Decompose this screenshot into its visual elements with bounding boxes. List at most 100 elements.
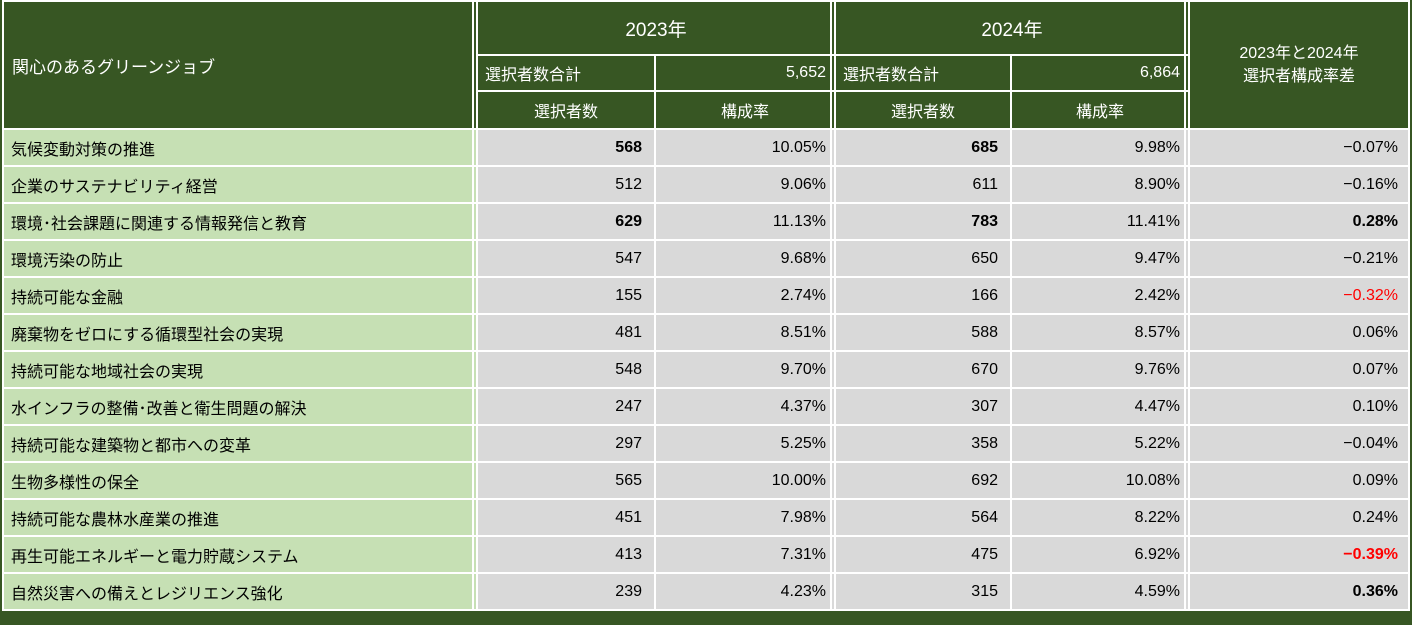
pct-2023-cell: 7.31% [656,537,834,572]
pct-2023-cell: 4.23% [656,574,834,609]
count-2024-cell: 783 [836,204,1010,239]
count-2024-cell: 358 [836,426,1010,461]
pct-2024-cell: 10.08% [1012,463,1188,498]
pct-2023-cell: 9.06% [656,167,834,202]
table-row: 気候変動対策の推進 568 10.05% 685 9.98% −0.07% [4,130,1408,165]
count-2024-cell: 315 [836,574,1010,609]
count-2024-cell: 611 [836,167,1010,202]
row-label: 持続可能な金融 [4,278,476,313]
count-2023-cell: 297 [478,426,654,461]
pct-2023-cell: 7.98% [656,500,834,535]
count-2024-cell: 670 [836,352,1010,387]
green-jobs-table: 関心のあるグリーンジョブ 2023年 2024年 2023年と2024年 選択者… [2,0,1410,611]
diff-cell: 0.07% [1190,352,1408,387]
count-2023-cell: 481 [478,315,654,350]
row-label: 自然災害への備えとレジリエンス強化 [4,574,476,609]
pct-2024-cell: 8.22% [1012,500,1188,535]
pct-2024-cell: 6.92% [1012,537,1188,572]
pct-2023-cell: 11.13% [656,204,834,239]
pct-2023-cell: 4.37% [656,389,834,424]
table-row: 環境汚染の防止 547 9.68% 650 9.47% −0.21% [4,241,1408,276]
count-2024-cell: 475 [836,537,1010,572]
count-2023-cell: 451 [478,500,654,535]
diff-cell: 0.10% [1190,389,1408,424]
diff-cell: 0.06% [1190,315,1408,350]
diff-cell: −0.04% [1190,426,1408,461]
count-2023-cell: 155 [478,278,654,313]
table-row: 持続可能な農林水産業の推進 451 7.98% 564 8.22% 0.24% [4,500,1408,535]
count-header-2023: 選択者数 [478,92,654,128]
bottom-bar [2,611,1410,625]
pct-2024-cell: 5.22% [1012,426,1188,461]
table-row: 企業のサステナビリティ経営 512 9.06% 611 8.90% −0.16% [4,167,1408,202]
count-header-2024: 選択者数 [836,92,1010,128]
row-label: 廃棄物をゼロにする循環型社会の実現 [4,315,476,350]
pct-2024-cell: 4.47% [1012,389,1188,424]
diff-cell: −0.21% [1190,241,1408,276]
diff-cell: 0.36% [1190,574,1408,609]
header-row-years: 関心のあるグリーンジョブ 2023年 2024年 2023年と2024年 選択者… [4,2,1408,128]
row-label: 生物多様性の保全 [4,463,476,498]
row-label: 持続可能な建築物と都市への変革 [4,426,476,461]
diff-rate-header-line1: 2023年と2024年 [1239,44,1359,62]
table-row: 水インフラの整備･改善と衛生問題の解決 247 4.37% 307 4.47% 0.10% [4,389,1408,424]
count-2023-cell: 247 [478,389,654,424]
count-2023-cell: 547 [478,241,654,276]
table-header: 関心のあるグリーンジョブ 2023年 2024年 2023年と2024年 選択者… [4,2,1408,128]
table-row: 持続可能な金融 155 2.74% 166 2.42% −0.32% [4,278,1408,313]
table-row: 廃棄物をゼロにする循環型社会の実現 481 8.51% 588 8.57% 0.06% [4,315,1408,350]
count-2024-cell: 307 [836,389,1010,424]
table-row: 持続可能な建築物と都市への変革 297 5.25% 358 5.22% −0.04% [4,426,1408,461]
diff-cell: 0.24% [1190,500,1408,535]
count-2024-cell: 588 [836,315,1010,350]
table-row: 持続可能な地域社会の実現 548 9.70% 670 9.76% 0.07% [4,352,1408,387]
table-body: 気候変動対策の推進 568 10.05% 685 9.98% −0.07% 企業のサステナビ… [4,130,1408,609]
diff-cell: −0.07% [1190,130,1408,165]
pct-2023-cell: 8.51% [656,315,834,350]
count-2023-cell: 629 [478,204,654,239]
row-label: 持続可能な農林水産業の推進 [4,500,476,535]
pct-2023-cell: 10.05% [656,130,834,165]
count-2023-cell: 413 [478,537,654,572]
table-row: 再生可能エネルギーと電力貯蔵システム 413 7.31% 475 6.92% −0.39% [4,537,1408,572]
total-value-2024: 6,864 [1012,56,1188,90]
count-2023-cell: 239 [478,574,654,609]
row-label: 持続可能な地域社会の実現 [4,352,476,387]
row-label: 水インフラの整備･改善と衛生問題の解決 [4,389,476,424]
row-label: 環境･社会課題に関連する情報発信と教育 [4,204,476,239]
pct-2024-cell: 9.76% [1012,352,1188,387]
pct-2023-cell: 2.74% [656,278,834,313]
row-label: 気候変動対策の推進 [4,130,476,165]
pct-2024-cell: 9.98% [1012,130,1188,165]
total-label-2024: 選択者数合計 [836,56,1010,90]
pct-2024-cell: 9.47% [1012,241,1188,276]
diff-cell: −0.39% [1190,537,1408,572]
count-2023-cell: 512 [478,167,654,202]
pct-2023-cell: 9.68% [656,241,834,276]
pct-2023-cell: 5.25% [656,426,834,461]
table-row: 環境･社会課題に関連する情報発信と教育 629 11.13% 783 11.41% 0.2… [4,204,1408,239]
pct-2023-cell: 10.00% [656,463,834,498]
row-group-title: 関心のあるグリーンジョブ [4,2,476,128]
table-row: 自然災害への備えとレジリエンス強化 239 4.23% 315 4.59% 0.36% [4,574,1408,609]
pct-2024-cell: 8.57% [1012,315,1188,350]
row-label: 再生可能エネルギーと電力貯蔵システム [4,537,476,572]
diff-cell: −0.32% [1190,278,1408,313]
pct-2024-cell: 11.41% [1012,204,1188,239]
header-row-subcolumns: 選択者数 構成率 選択者数 構成率 [4,92,1408,128]
row-label: 環境汚染の防止 [4,241,476,276]
year-2023-header: 2023年 [478,2,834,54]
count-2024-cell: 166 [836,278,1010,313]
pct-header-2024: 構成率 [1012,92,1188,128]
count-2024-cell: 650 [836,241,1010,276]
total-value-2023: 5,652 [656,56,834,90]
count-2023-cell: 548 [478,352,654,387]
year-2024-header: 2024年 [836,2,1188,54]
diff-cell: 0.09% [1190,463,1408,498]
count-2023-cell: 568 [478,130,654,165]
total-label-2023: 選択者数合計 [478,56,654,90]
diff-cell: 0.28% [1190,204,1408,239]
row-label: 企業のサステナビリティ経営 [4,167,476,202]
diff-rate-header-line2: 選択者構成率差 [1242,68,1355,85]
